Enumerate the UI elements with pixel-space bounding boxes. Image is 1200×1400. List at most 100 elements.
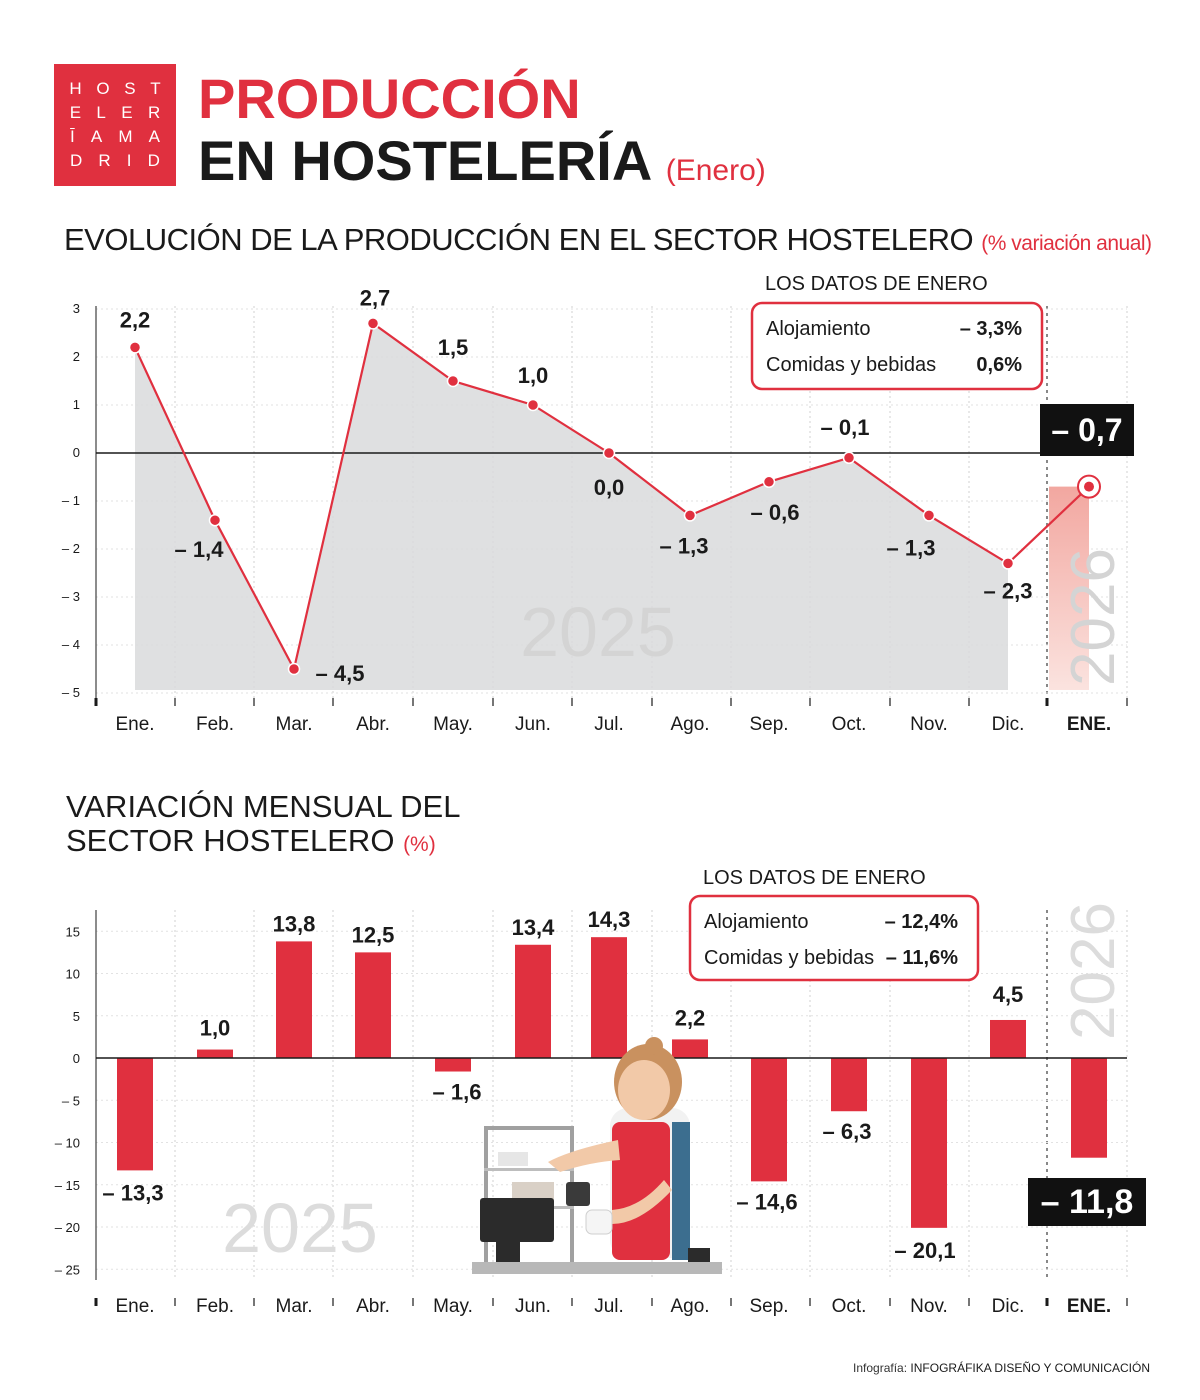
logo-letter: M bbox=[118, 127, 133, 146]
logo-letter: Ī bbox=[70, 127, 75, 146]
annotation-label: Comidas y bebidas bbox=[766, 354, 936, 376]
data-label: 2,2 bbox=[120, 307, 151, 332]
section1-unit: (% variación anual) bbox=[981, 232, 1152, 255]
barista-apron bbox=[612, 1122, 670, 1260]
bar bbox=[751, 1058, 787, 1182]
data-label: 2,2 bbox=[675, 1005, 706, 1030]
data-label: – 2,3 bbox=[984, 578, 1033, 603]
data-point bbox=[922, 509, 936, 522]
data-label: 12,5 bbox=[352, 922, 395, 947]
y-tick-label: – 4 bbox=[62, 637, 80, 652]
bar bbox=[672, 1039, 708, 1058]
logo-letter: T bbox=[150, 79, 161, 98]
page-title-line1: PRODUCCIÓN bbox=[198, 67, 581, 130]
highlight-marker bbox=[1084, 481, 1094, 492]
logo-letter: E bbox=[121, 103, 133, 122]
annotation-label: Comidas y bebidas bbox=[704, 947, 874, 969]
x-axis-label: Ene. bbox=[115, 1296, 154, 1317]
y-tick-label: 15 bbox=[66, 924, 80, 939]
logo-letter: L bbox=[96, 103, 106, 122]
data-label: – 20,1 bbox=[894, 1238, 955, 1263]
x-axis-label: Ene. bbox=[115, 714, 154, 735]
data-label: 2,7 bbox=[360, 285, 391, 310]
annotation-value: 0,6% bbox=[976, 354, 1022, 376]
milk-pitcher bbox=[566, 1182, 590, 1206]
page-title-line2: EN HOSTELERÍA (Enero) bbox=[198, 128, 766, 193]
highlight-label-box bbox=[1028, 1178, 1146, 1226]
x-axis-label: Dic. bbox=[992, 1296, 1025, 1317]
data-point bbox=[208, 513, 222, 527]
register-screen bbox=[480, 1198, 554, 1242]
x-axis-label: Feb. bbox=[196, 714, 234, 735]
data-label: – 4,5 bbox=[316, 661, 365, 686]
annotation-title: LOS DATOS DE ENERO bbox=[703, 867, 926, 889]
y-tick-label: 3 bbox=[73, 301, 80, 316]
logo-letter: D bbox=[147, 151, 160, 170]
logo-letter: O bbox=[96, 79, 110, 98]
data-label: – 1,4 bbox=[175, 537, 225, 562]
data-label: 1,0 bbox=[518, 363, 549, 388]
register-stand bbox=[496, 1240, 520, 1262]
bar bbox=[435, 1058, 471, 1072]
y-tick-label: – 2 bbox=[62, 541, 80, 556]
shelf-item bbox=[512, 1182, 554, 1202]
y-tick-label: 5 bbox=[73, 1009, 80, 1024]
bar bbox=[831, 1058, 867, 1112]
data-label: 0,0 bbox=[594, 475, 625, 500]
x-axis-label: Oct. bbox=[832, 1296, 867, 1317]
annotation-label: Alojamiento bbox=[704, 911, 809, 933]
bar bbox=[515, 944, 551, 1058]
barista-jeans bbox=[672, 1122, 690, 1260]
y-tick-label: 2 bbox=[73, 349, 80, 364]
annotation-title: LOS DATOS DE ENERO bbox=[765, 273, 988, 295]
section2-title-line1: VARIACIÓN MENSUAL DEL bbox=[66, 789, 461, 824]
annotation-value: – 12,4% bbox=[885, 911, 959, 933]
y-tick-label: – 25 bbox=[55, 1262, 80, 1277]
year-watermark-2025: 2025 bbox=[222, 1189, 378, 1267]
year-watermark-2025: 2025 bbox=[520, 593, 676, 671]
logo-row: E L E R bbox=[54, 103, 176, 123]
data-point bbox=[366, 317, 380, 330]
bar bbox=[1071, 1058, 1107, 1158]
x-axis-label: ENE. bbox=[1067, 1296, 1111, 1317]
data-label: – 1,6 bbox=[433, 1080, 482, 1105]
x-axis-label: May. bbox=[433, 714, 473, 735]
data-label: 4,5 bbox=[993, 982, 1024, 1007]
logo-letter: I bbox=[126, 151, 132, 170]
x-axis-label: Jul. bbox=[594, 714, 624, 735]
x-axis-label: Nov. bbox=[910, 1296, 948, 1317]
data-label: 1,0 bbox=[200, 1016, 231, 1041]
logo-letter: S bbox=[124, 79, 136, 98]
x-axis-label: Mar. bbox=[276, 1296, 313, 1317]
bar bbox=[990, 1019, 1026, 1058]
data-point bbox=[1001, 557, 1015, 570]
year-watermark-2026: 2026 bbox=[1059, 548, 1128, 686]
logo-letter: R bbox=[148, 103, 161, 122]
annotation-label: Alojamiento bbox=[766, 318, 871, 340]
logo-letter: H bbox=[69, 79, 82, 98]
logo-letter: A bbox=[148, 127, 160, 146]
x-axis-label: Mar. bbox=[276, 714, 313, 735]
counter-top bbox=[472, 1262, 722, 1274]
section2-unit: (%) bbox=[403, 833, 436, 856]
y-tick-label: – 20 bbox=[55, 1220, 80, 1235]
logo-letter: D bbox=[70, 151, 83, 170]
data-point bbox=[842, 451, 856, 465]
x-axis-label: May. bbox=[433, 1296, 473, 1317]
page-title-sub: (Enero) bbox=[665, 154, 766, 187]
y-tick-label: 0 bbox=[73, 1051, 80, 1066]
x-axis-label: Sep. bbox=[749, 1296, 788, 1317]
year-watermark-2026: 2026 bbox=[1059, 902, 1128, 1040]
bar bbox=[197, 1049, 233, 1058]
shelf bbox=[484, 1168, 574, 1171]
data-point bbox=[526, 398, 540, 412]
section2-title: VARIACIÓN MENSUAL DEL SECTOR HOSTELERO (%… bbox=[66, 790, 460, 862]
data-label: 1,5 bbox=[438, 335, 469, 360]
area-2025 bbox=[135, 323, 1008, 690]
y-tick-label: – 5 bbox=[62, 685, 80, 700]
area-2026 bbox=[1049, 486, 1089, 690]
data-label: – 13,3 bbox=[102, 1180, 163, 1205]
section1-title: EVOLUCIÓN DE LA PRODUCCIÓN EN EL SECTOR … bbox=[64, 222, 1152, 258]
barista-arm bbox=[612, 1180, 672, 1224]
